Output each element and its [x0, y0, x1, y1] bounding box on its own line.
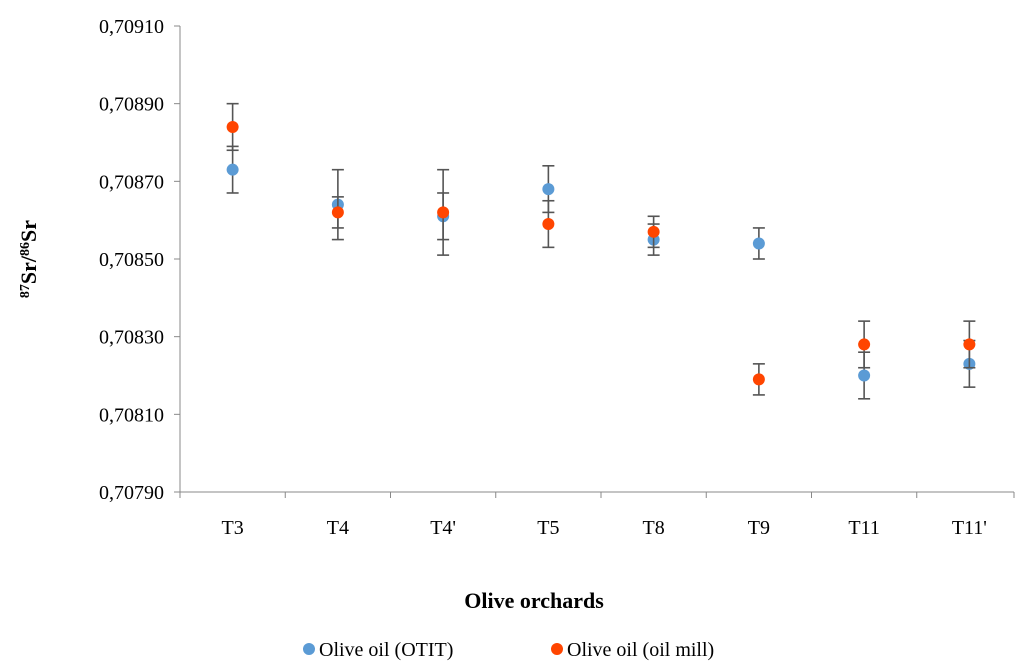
data-point	[331, 206, 344, 219]
data-point	[542, 183, 555, 196]
x-axis: T3 T4 T4' T5 T8 T9 T11 T11'	[179, 491, 1015, 539]
legend-label: Olive oil (OTIT)	[319, 639, 453, 661]
y-tick-label: 0,70810	[99, 404, 164, 426]
data-point	[226, 163, 239, 176]
series-1	[226, 145, 976, 400]
y-tick-label: 0,70830	[99, 327, 164, 349]
data-point	[858, 338, 871, 351]
x-tick-label: T5	[537, 517, 559, 539]
plot-area	[226, 102, 976, 400]
y-title-base1: Sr/	[16, 255, 41, 284]
legend-marker	[303, 643, 315, 655]
x-tick-label: T4	[327, 517, 349, 539]
y-tick-label: 0,70790	[99, 482, 164, 504]
data-point	[647, 225, 660, 238]
y-tick-label: 0,70910	[99, 16, 164, 38]
y-tick-label: 0,70890	[99, 94, 164, 116]
y-title-base2: Sr	[16, 220, 41, 242]
data-point	[752, 373, 765, 386]
data-point	[963, 338, 976, 351]
data-point	[542, 218, 555, 231]
x-tick-label: T11'	[952, 517, 987, 539]
data-point	[226, 120, 239, 133]
series-2	[226, 102, 976, 396]
x-tick-label: T3	[222, 517, 244, 539]
data-point	[858, 369, 871, 382]
y-axis-title: 87Sr/86Sr	[16, 220, 41, 298]
x-axis-title: Olive orchards	[464, 588, 604, 613]
y-tick-label: 0,70850	[99, 249, 164, 271]
x-tick-label: T11	[848, 517, 879, 539]
x-tick-label: T4'	[430, 517, 456, 539]
legend-item-1: Olive oil (OTIT)	[303, 639, 453, 661]
legend-marker	[551, 643, 563, 655]
data-point	[752, 237, 765, 250]
y-title-sup1: 87	[18, 284, 33, 298]
data-point	[437, 206, 450, 219]
x-tick-label: T9	[748, 517, 770, 539]
legend-label: Olive oil (oil mill)	[567, 639, 714, 661]
y-title-sup2: 86	[18, 242, 33, 256]
legend-item-2: Olive oil (oil mill)	[551, 639, 714, 661]
y-axis: 0,70790 0,70810 0,70830 0,70850 0,70870 0,708…	[99, 16, 181, 504]
x-tick-label: T8	[643, 517, 665, 539]
y-tick-label: 0,70870	[99, 171, 164, 193]
legend: Olive oil (OTIT) Olive oil (oil mill)	[303, 639, 714, 661]
